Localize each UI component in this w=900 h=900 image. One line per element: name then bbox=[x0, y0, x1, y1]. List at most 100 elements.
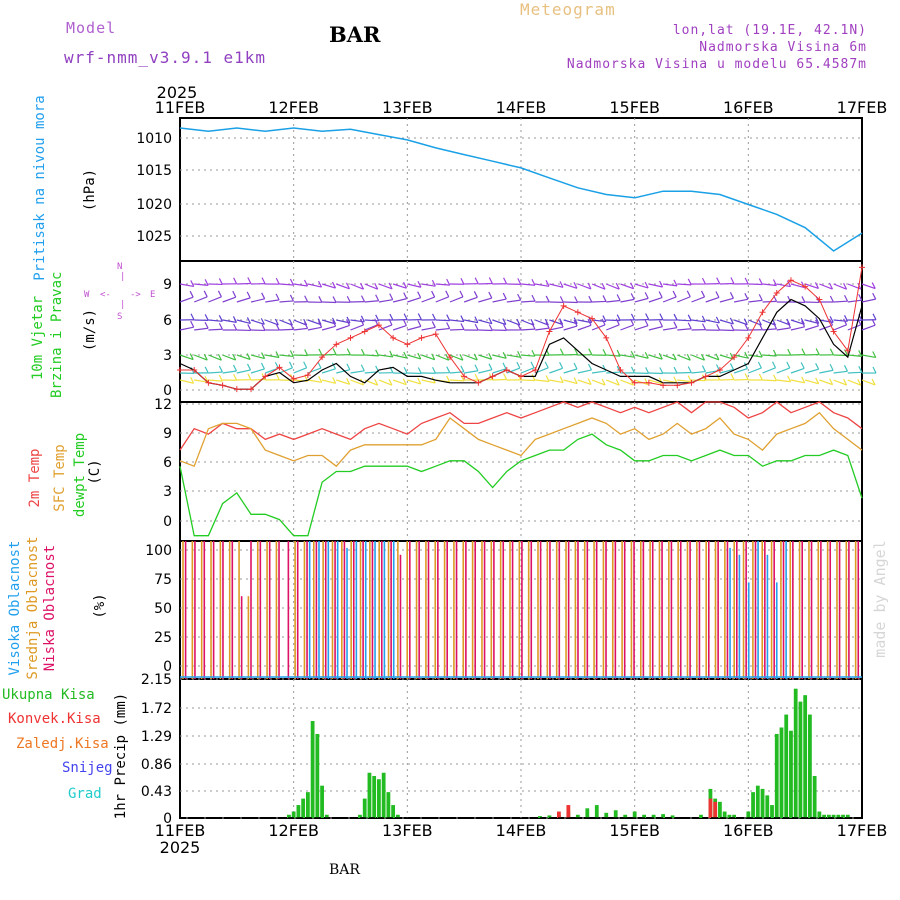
wind-barb bbox=[719, 319, 734, 325]
x-tick-label-top: 12FEB bbox=[268, 98, 319, 117]
y-tick-label: 0 bbox=[163, 383, 172, 399]
wind-barb bbox=[250, 298, 265, 303]
wind-barb-flag bbox=[716, 323, 721, 331]
wind-barb bbox=[421, 326, 436, 331]
wind-barb-flag bbox=[346, 377, 351, 385]
wind-barb-flag bbox=[559, 361, 564, 369]
wind-barb-flag bbox=[275, 293, 280, 301]
wind-barb-flag bbox=[474, 316, 479, 323]
wind-barb-flag bbox=[502, 318, 507, 325]
y-tick-label: 6 bbox=[163, 313, 172, 329]
wind-barb bbox=[478, 369, 493, 374]
wind-barb-flag bbox=[814, 319, 820, 327]
wind-barb bbox=[691, 354, 705, 361]
wind-barb-flag bbox=[844, 294, 849, 302]
wind-barb-flag bbox=[801, 320, 806, 328]
coords-label: lon,lat (19.1E, 42.1N) bbox=[672, 23, 867, 38]
wind-barb-flag bbox=[446, 322, 451, 329]
wind-barb-flag bbox=[573, 317, 578, 324]
precip-total-bar bbox=[760, 788, 765, 818]
wind-barb bbox=[463, 296, 478, 303]
panel-frame bbox=[179, 260, 863, 403]
y-tick-label: 0 bbox=[163, 514, 172, 530]
wind-barb bbox=[279, 328, 294, 331]
wind-barb-flag bbox=[374, 378, 379, 386]
wind-barb-flag bbox=[517, 278, 522, 285]
wind-barb bbox=[804, 325, 819, 331]
precip-total-bar bbox=[727, 814, 732, 818]
wind-barb-flag bbox=[516, 361, 521, 369]
wind-barb-flag bbox=[232, 290, 237, 298]
wind-barb-flag bbox=[630, 366, 635, 374]
wind-barb-flag bbox=[474, 364, 479, 372]
wind-barb bbox=[705, 354, 720, 361]
wind-gust-marker bbox=[731, 354, 738, 361]
wind-barb-flag bbox=[317, 318, 322, 325]
wind-barb-flag bbox=[658, 320, 664, 327]
wind-barb bbox=[321, 368, 336, 374]
precip-total-bar bbox=[305, 792, 310, 818]
wind-barb bbox=[762, 367, 776, 374]
wind-barb-flag bbox=[374, 282, 379, 290]
wind-barb-flag bbox=[559, 348, 564, 355]
wind-barb bbox=[691, 319, 706, 323]
wind-barb-flag bbox=[787, 375, 792, 383]
wind-barb bbox=[364, 319, 379, 322]
wind-barb-flag bbox=[431, 279, 436, 287]
wind-barb-flag bbox=[545, 321, 550, 329]
wind-barb-flag bbox=[545, 295, 550, 303]
compass-n: N bbox=[117, 262, 123, 272]
wind-barb-flag bbox=[545, 280, 550, 287]
wind-barb-flag bbox=[417, 280, 422, 288]
wind-barb-flag bbox=[758, 350, 763, 358]
wind-barb-flag bbox=[360, 318, 365, 326]
wind-gust-marker bbox=[489, 373, 496, 380]
wind-barb-flag bbox=[786, 361, 791, 369]
wind-barb-flag bbox=[700, 353, 706, 361]
wind-barb-flag bbox=[843, 318, 848, 326]
wind-barb bbox=[236, 319, 251, 325]
wind-barb-flag bbox=[758, 373, 763, 381]
wind-barb-flag bbox=[630, 293, 635, 300]
wind-barb-flag bbox=[601, 282, 606, 290]
wind-barb-flag bbox=[446, 366, 451, 373]
wind-barb-flag bbox=[615, 318, 620, 326]
wind-barb bbox=[549, 367, 563, 374]
wind-barb-flag bbox=[644, 351, 649, 359]
year-label-bottom: 2025 bbox=[160, 838, 201, 857]
wind-barb-flag bbox=[772, 374, 778, 382]
year-label-top: 2025 bbox=[157, 83, 198, 102]
wind-barb-flag bbox=[729, 317, 734, 325]
wind-barb bbox=[606, 283, 620, 290]
wind-barb-flag bbox=[232, 353, 237, 361]
x-tick-label-top: 16FEB bbox=[723, 98, 774, 117]
wind-barb-flag bbox=[233, 373, 238, 381]
wind-barb-flag bbox=[715, 316, 720, 324]
wind-barb-flag bbox=[417, 313, 422, 320]
temp-2m-line bbox=[179, 401, 863, 451]
wind-barb-flag bbox=[417, 291, 422, 298]
wind-barb bbox=[492, 319, 507, 326]
wind-barb bbox=[662, 327, 677, 331]
wind-barb bbox=[520, 379, 536, 382]
wind-barb-flag bbox=[801, 348, 806, 355]
wind-barb-flag bbox=[332, 296, 337, 303]
wind-barb-flag bbox=[375, 294, 380, 301]
wind-barb-flag bbox=[574, 296, 579, 303]
wind-barb bbox=[350, 370, 365, 374]
wind-barb bbox=[293, 327, 308, 331]
wind-gust-marker bbox=[859, 264, 865, 271]
wind-barb-flag bbox=[417, 377, 422, 385]
wind-barb bbox=[620, 298, 635, 303]
wind-barb bbox=[179, 283, 194, 288]
wind-barb bbox=[691, 296, 705, 303]
wind-barb-flag bbox=[502, 362, 507, 370]
wind-barb-flag bbox=[573, 377, 578, 384]
wind-barb-flag bbox=[687, 322, 692, 330]
wind-barb bbox=[321, 379, 336, 384]
wind-barb-flag bbox=[587, 282, 592, 290]
wind-barb-flag bbox=[843, 378, 848, 386]
wind-barb bbox=[421, 354, 435, 361]
wind-barb-flag bbox=[828, 318, 834, 326]
wind-barb-flag bbox=[332, 377, 337, 384]
